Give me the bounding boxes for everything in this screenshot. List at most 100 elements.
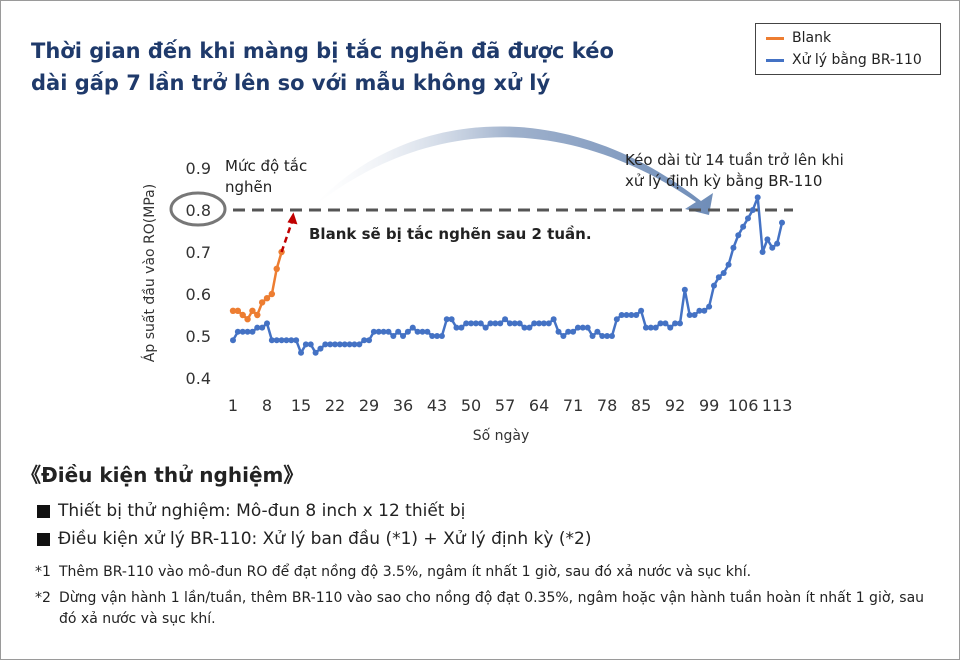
square-bullet-icon xyxy=(37,532,50,546)
data-point-treated xyxy=(759,249,766,255)
x-tick-label: 22 xyxy=(325,396,345,415)
data-point-treated xyxy=(492,320,499,327)
data-point-treated xyxy=(769,244,776,251)
y-tick-label: 0.9 xyxy=(186,159,211,178)
footnote-2: *2 Dừng vận hành 1 lần/tuần, thêm BR-110… xyxy=(35,588,935,630)
data-point-treated xyxy=(545,320,552,327)
data-point-treated xyxy=(623,312,630,318)
data-point-treated xyxy=(516,320,523,327)
data-point-treated xyxy=(361,337,368,344)
data-point-treated xyxy=(254,324,261,331)
data-point-treated xyxy=(550,316,557,323)
data-point-treated xyxy=(463,320,470,327)
data-point-treated xyxy=(327,341,334,348)
data-point-treated xyxy=(638,307,645,314)
data-point-treated xyxy=(570,328,577,335)
data-point-treated xyxy=(710,282,717,289)
series-line-treated xyxy=(231,196,784,356)
y-tick-label: 0.8 xyxy=(186,201,211,220)
x-tick-label: 43 xyxy=(427,396,447,415)
data-point-treated xyxy=(725,261,732,268)
condition-bullet-1: Thiết bị thử nghiệm: Mô-đun 8 inch x 12 … xyxy=(37,501,465,521)
data-point-treated xyxy=(230,337,236,344)
data-point-treated xyxy=(599,333,606,339)
data-point-treated xyxy=(730,244,737,251)
data-point-treated xyxy=(662,320,669,327)
data-point-treated xyxy=(239,328,246,335)
data-point-treated xyxy=(764,236,771,243)
data-point-treated xyxy=(676,320,683,327)
threshold-highlight-circle xyxy=(169,191,227,227)
data-point-treated xyxy=(681,286,688,293)
data-point-treated xyxy=(356,341,363,348)
data-point-treated xyxy=(754,194,761,201)
data-point-blank xyxy=(234,307,242,314)
data-point-treated xyxy=(672,320,679,327)
data-point-treated xyxy=(264,320,271,327)
data-point-treated xyxy=(298,349,305,356)
data-point-treated xyxy=(302,341,309,348)
data-point-treated xyxy=(438,333,445,339)
data-point-treated xyxy=(234,328,241,335)
data-point-treated xyxy=(443,316,450,323)
data-point-treated xyxy=(307,341,314,348)
data-point-blank xyxy=(268,290,276,298)
x-tick-label: 8 xyxy=(262,396,272,415)
data-point-treated xyxy=(608,333,615,339)
data-point-treated xyxy=(375,328,382,335)
data-point-treated xyxy=(579,324,586,331)
data-point-blank xyxy=(254,311,261,319)
data-point-blank xyxy=(239,311,246,319)
data-point-treated xyxy=(720,270,727,276)
data-point-treated xyxy=(565,328,572,335)
data-point-treated xyxy=(434,333,441,339)
data-point-treated xyxy=(370,328,377,335)
x-tick-label: 64 xyxy=(529,396,549,415)
square-bullet-icon xyxy=(37,504,50,518)
condition-bullet-2: Điều kiện xử lý BR-110: Xử lý ban đầu (*… xyxy=(37,529,591,549)
data-point-treated xyxy=(268,337,275,344)
data-point-treated xyxy=(696,307,703,314)
data-point-treated xyxy=(336,341,343,348)
legend-item-blank: Blank xyxy=(766,28,831,48)
data-point-treated xyxy=(526,324,533,331)
x-tick-label: 50 xyxy=(461,396,481,415)
data-point-treated xyxy=(249,328,256,335)
blank-trend-arrow xyxy=(280,219,294,253)
legend-label-blank: Blank xyxy=(792,30,832,46)
footnote-2-mark: *2 xyxy=(35,590,51,606)
data-point-treated xyxy=(283,337,290,344)
data-point-blank xyxy=(249,307,256,314)
data-point-treated xyxy=(740,223,747,230)
headline: Thời gian đến khi màng bị tắc nghẽn đã đ… xyxy=(31,35,671,99)
footnote-1-mark: *1 xyxy=(35,564,51,580)
data-point-treated xyxy=(502,316,509,323)
data-point-blank xyxy=(258,299,266,306)
data-point-treated xyxy=(691,312,698,318)
data-point-treated xyxy=(424,328,431,335)
footnote-2-text: Dừng vận hành 1 lần/tuần, thêm BR-110 và… xyxy=(59,590,925,627)
data-point-treated xyxy=(511,320,518,327)
chart-legend: Blank Xử lý bằng BR-110 xyxy=(755,23,941,75)
x-tick-label: 71 xyxy=(563,396,583,415)
data-point-treated xyxy=(628,312,635,318)
x-tick-label: 29 xyxy=(359,396,379,415)
data-point-treated xyxy=(472,320,479,327)
annotation-clog-level: Mức độ tắc nghẽn xyxy=(225,157,307,196)
data-point-treated xyxy=(604,333,611,339)
data-point-blank xyxy=(229,307,237,314)
footnote-1-text: Thêm BR-110 vào mô-đun RO để đạt nồng độ… xyxy=(59,564,752,580)
data-point-treated xyxy=(273,337,280,344)
data-point-treated xyxy=(244,328,251,335)
condition-bullet-2-text: Điều kiện xử lý BR-110: Xử lý ban đầu (*… xyxy=(58,529,592,549)
data-point-treated xyxy=(278,337,285,344)
y-tick-label: 0.7 xyxy=(186,243,211,262)
data-point-treated xyxy=(594,328,601,335)
x-tick-label: 15 xyxy=(291,396,311,415)
legend-item-treated: Xử lý bằng BR-110 xyxy=(766,50,922,70)
data-point-treated xyxy=(686,312,693,318)
data-point-treated xyxy=(366,337,373,344)
x-tick-label: 57 xyxy=(495,396,515,415)
data-point-treated xyxy=(322,341,329,348)
arrow-head-icon xyxy=(287,212,298,225)
